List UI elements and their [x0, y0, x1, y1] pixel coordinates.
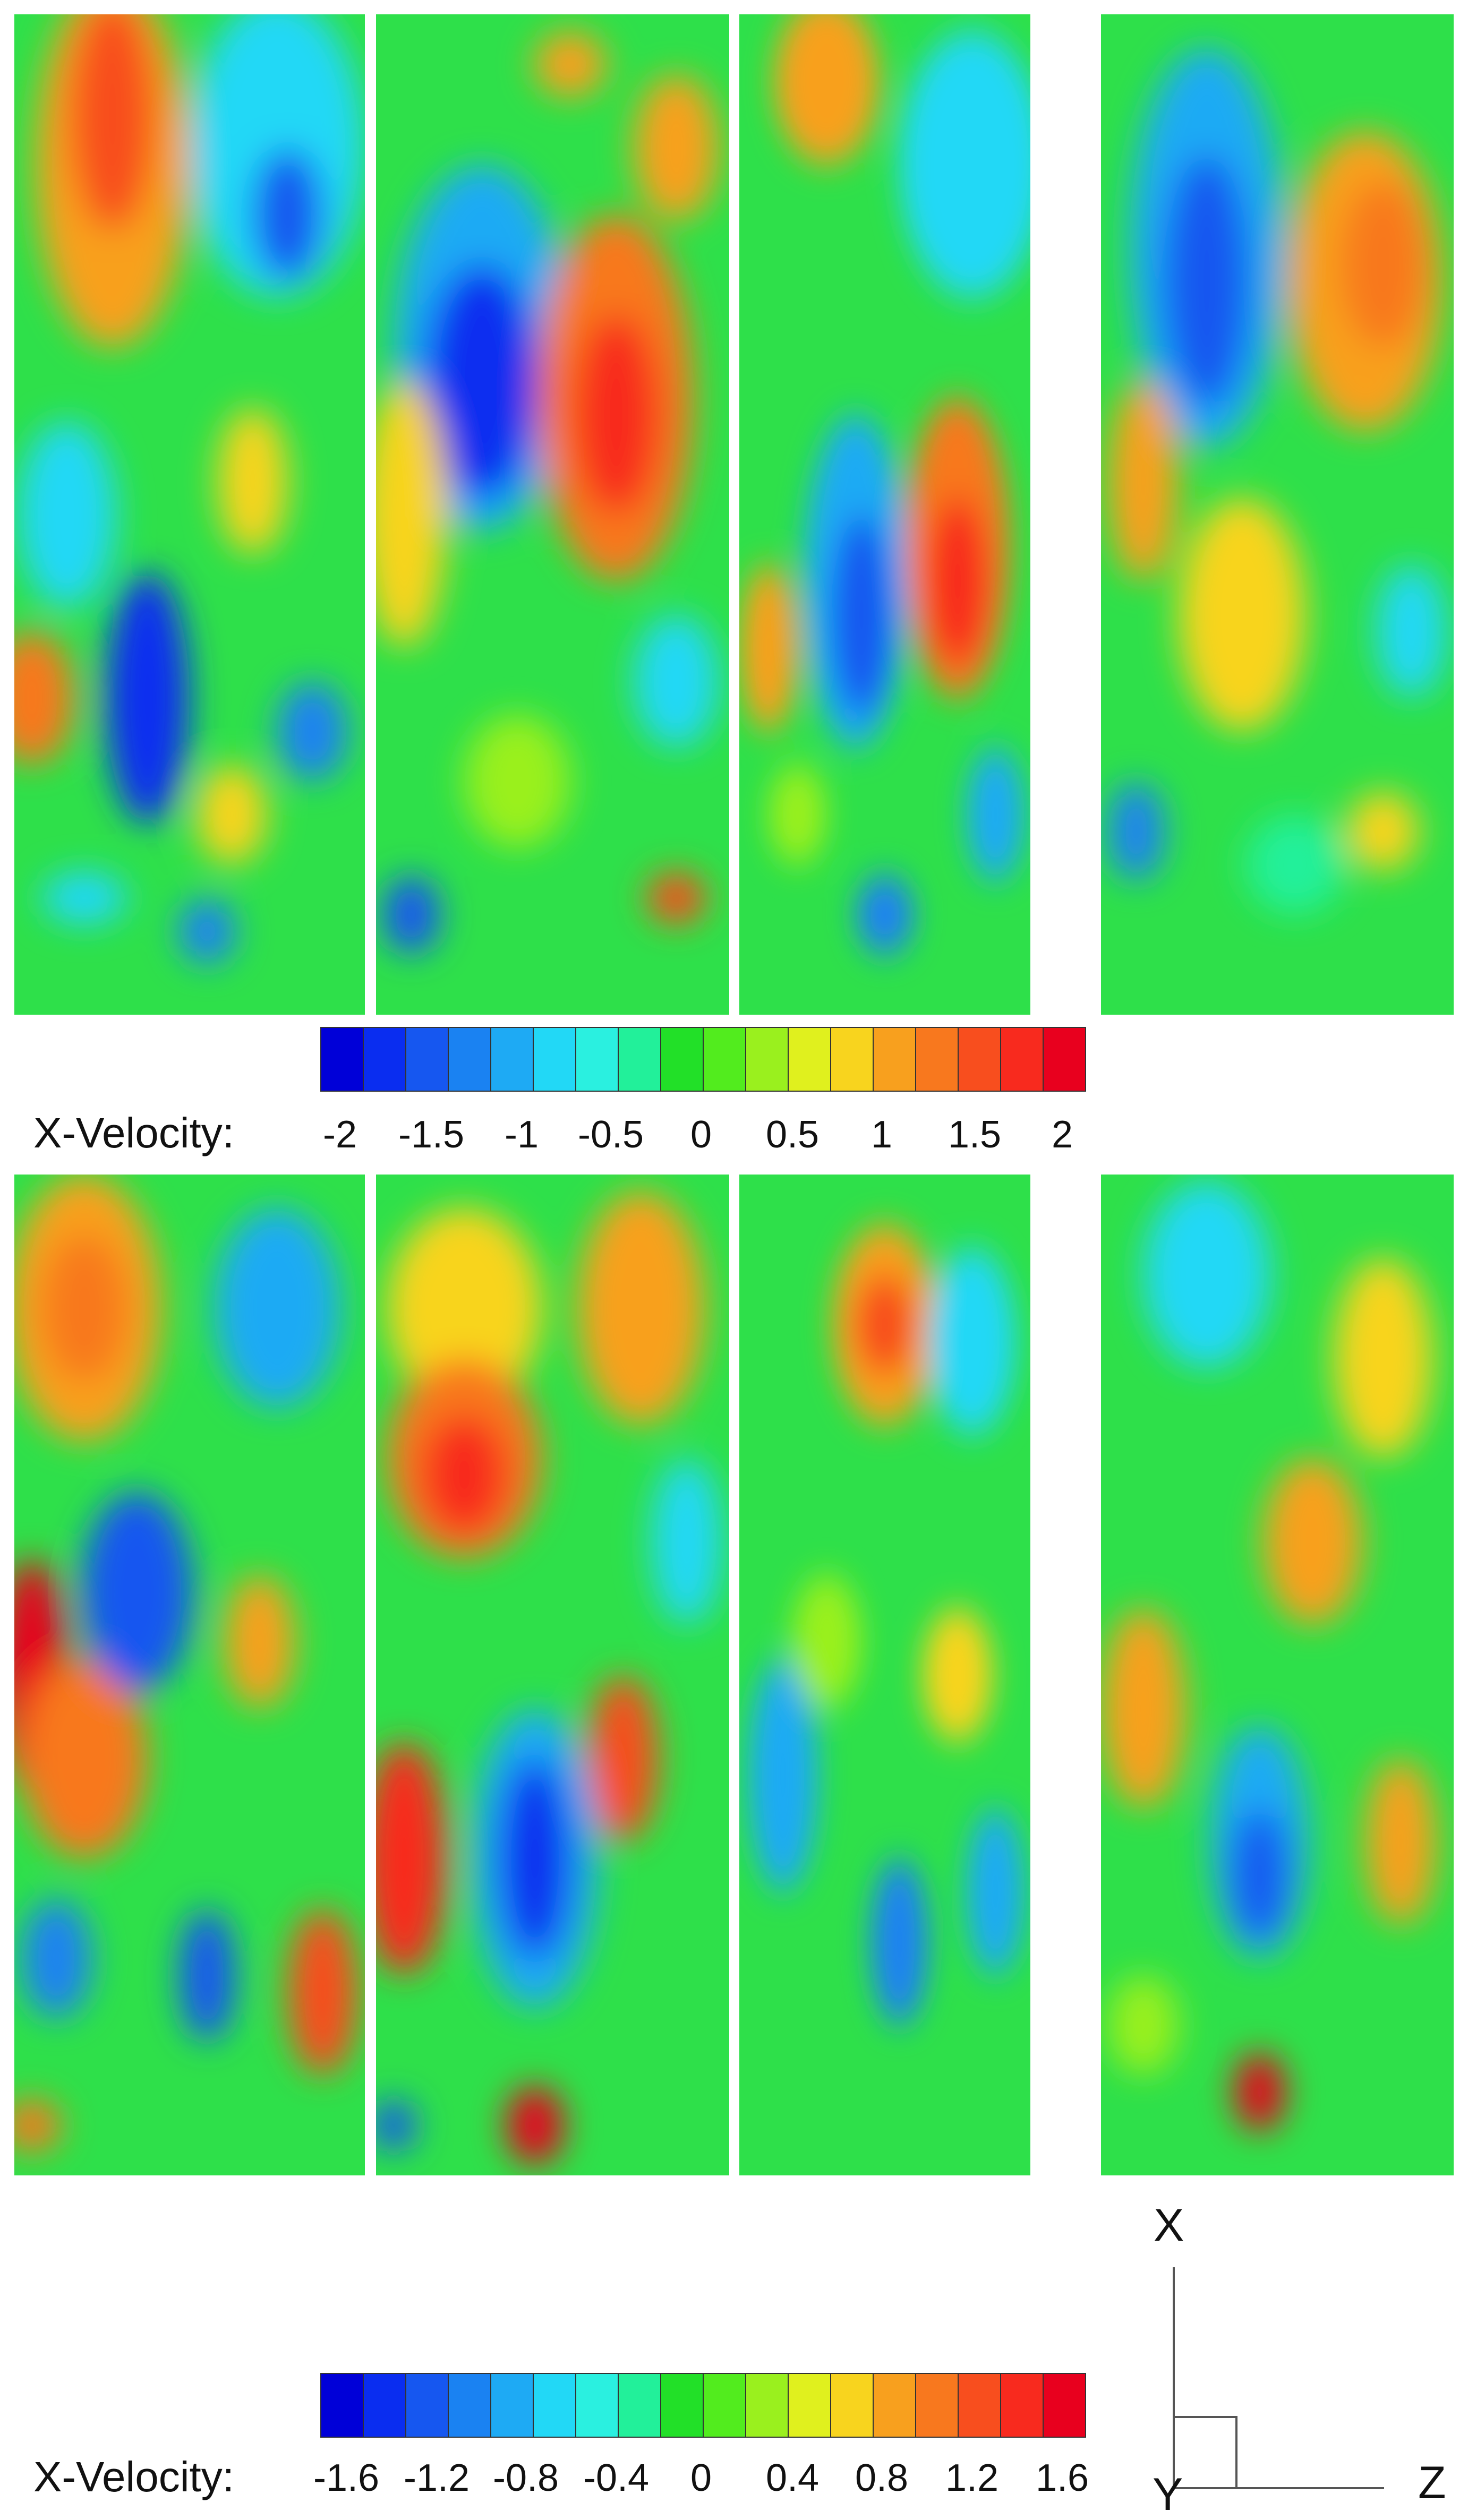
colorbar-bottom-tick: 1.6 [1035, 2457, 1089, 2499]
colorbar-segment [364, 1028, 406, 1091]
colorbar-segment [959, 2374, 1001, 2437]
colorbar-segment [789, 1028, 831, 1091]
contour-field-top-4 [1101, 14, 1454, 1015]
colorbar-top-label: X-Velocity: [33, 1109, 234, 1156]
colorbar-top-tick: 2 [1051, 1113, 1073, 1156]
colorbar-segment [534, 2374, 576, 2437]
colorbar-top-tick: -1 [504, 1113, 539, 1156]
contour-panel-bottom-4 [1101, 1175, 1454, 2175]
contour-panel-top-4 [1101, 14, 1454, 1015]
colorbar-segment [449, 2374, 491, 2437]
contour-field-bottom-4 [1101, 1175, 1454, 2175]
colorbar-segment [1044, 1028, 1085, 1091]
axis-box-top [1173, 2416, 1237, 2418]
colorbar-segment [1001, 1028, 1044, 1091]
axis-z-line [1173, 2487, 1384, 2489]
colorbar-bottom-label: X-Velocity: [33, 2453, 234, 2500]
colorbar-segment [534, 1028, 576, 1091]
colorbar-top-tick: 0.5 [765, 1113, 820, 1156]
colorbar-bottom [320, 2373, 1086, 2438]
colorbar-segment [364, 2374, 406, 2437]
contour-field-top-1 [14, 14, 365, 1015]
colorbar-segment [831, 2374, 874, 2437]
colorbar-segment [406, 1028, 449, 1091]
colorbar-segment [874, 2374, 916, 2437]
colorbar-bottom-tick: 0.8 [855, 2457, 909, 2499]
colorbar-segment [449, 1028, 491, 1091]
contour-panel-bottom-2 [376, 1175, 729, 2175]
colorbar-bottom-tick: -1.6 [313, 2457, 380, 2499]
contour-field-bottom-3 [739, 1175, 1030, 2175]
colorbar-segment [576, 2374, 619, 2437]
colorbar-segment [406, 2374, 449, 2437]
contour-panel-bottom-1 [14, 1175, 365, 2175]
colorbar-segment [874, 1028, 916, 1091]
colorbar-segment [321, 2374, 364, 2437]
colorbar-bottom-tick: 1.2 [945, 2457, 999, 2499]
contour-field-bottom-2 [376, 1175, 729, 2175]
colorbar-segment [746, 1028, 789, 1091]
colorbar-segment [704, 2374, 746, 2437]
contour-panel-top-1 [14, 14, 365, 1015]
axis-x-label: X [1154, 2200, 1184, 2251]
colorbar-bottom-tick: -1.2 [403, 2457, 470, 2499]
contour-panel-top-3 [739, 14, 1030, 1015]
axis-y-label: Y [1153, 2469, 1183, 2520]
colorbar-segment [959, 1028, 1001, 1091]
colorbar-bottom-tick: -0.8 [492, 2457, 559, 2499]
colorbar-segment [789, 2374, 831, 2437]
colorbar-segment [704, 1028, 746, 1091]
colorbar-segment [746, 2374, 789, 2437]
axis-x-line [1173, 2267, 1175, 2489]
colorbar-segment [619, 2374, 661, 2437]
colorbar-segment [661, 2374, 704, 2437]
colorbar-segment [576, 1028, 619, 1091]
colorbar-segment [1044, 2374, 1085, 2437]
contour-panel-bottom-3 [739, 1175, 1030, 2175]
colorbar-segment [491, 1028, 534, 1091]
colorbar-segment [619, 1028, 661, 1091]
colorbar-segment [831, 1028, 874, 1091]
colorbar-bottom-tick: -0.4 [583, 2457, 650, 2499]
contour-field-bottom-1 [14, 1175, 365, 2175]
colorbar-segment [916, 2374, 959, 2437]
colorbar-bottom-tick: 0.4 [765, 2457, 820, 2499]
colorbar-top-tick: 1.5 [948, 1113, 1002, 1156]
colorbar-top-tick: -1.5 [398, 1113, 465, 1156]
colorbar-segment [491, 2374, 534, 2437]
colorbar-segment [321, 1028, 364, 1091]
colorbar-segment [1001, 2374, 1044, 2437]
colorbar-bottom-tick: 0 [690, 2457, 712, 2499]
contour-field-top-2 [376, 14, 729, 1015]
contour-field-top-3 [739, 14, 1030, 1015]
colorbar-top-tick: 1 [870, 1113, 893, 1156]
axis-box-right [1235, 2416, 1237, 2489]
colorbar-top-tick: -2 [322, 1113, 357, 1156]
colorbar-segment [661, 1028, 704, 1091]
colorbar-top [320, 1027, 1086, 1092]
colorbar-segment [916, 1028, 959, 1091]
contour-panel-top-2 [376, 14, 729, 1015]
colorbar-top-tick: -0.5 [577, 1113, 644, 1156]
colorbar-top-tick: 0 [690, 1113, 712, 1156]
axis-z-label: Z [1418, 2457, 1446, 2508]
